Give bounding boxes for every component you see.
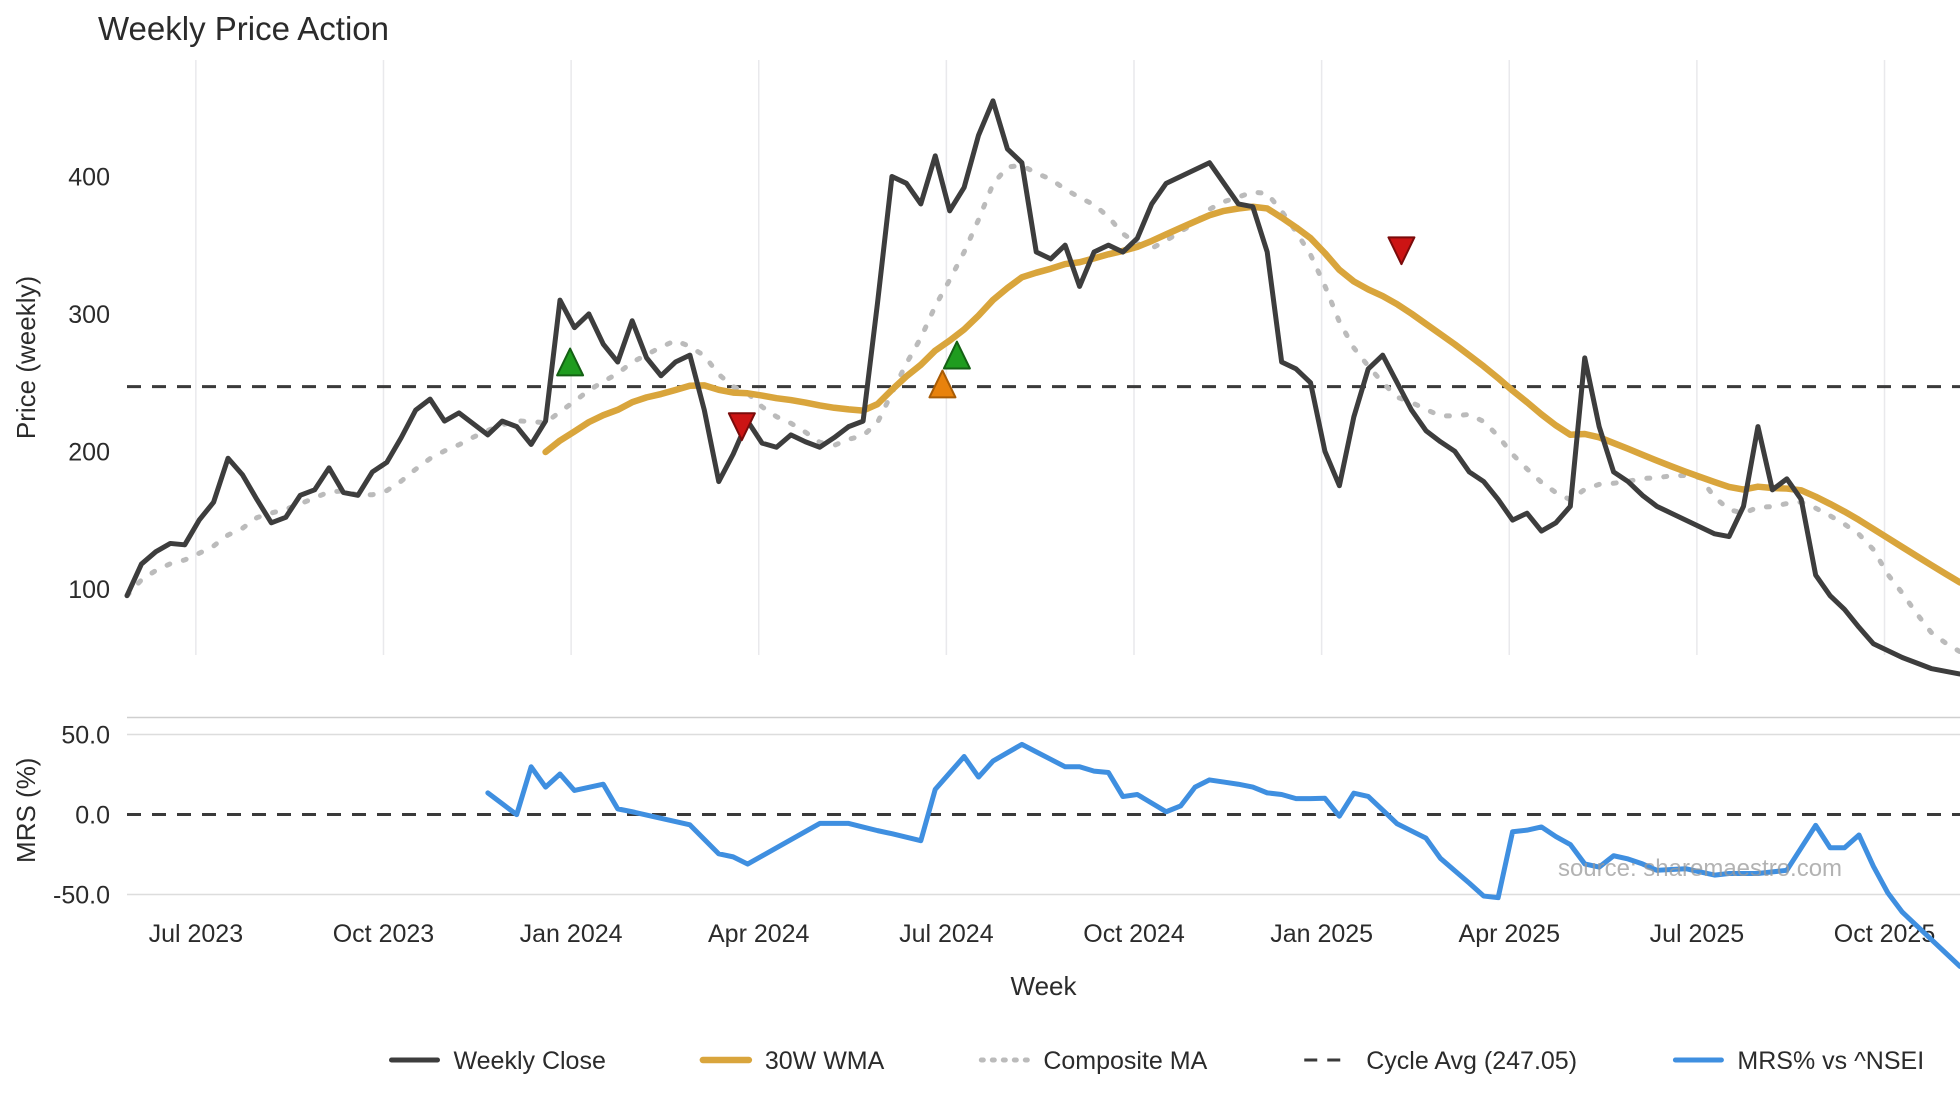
svg-text:Weekly Close: Weekly Close [454,1047,606,1075]
svg-text:Oct 2023: Oct 2023 [333,920,434,948]
svg-text:Price (weekly): Price (weekly) [11,276,41,439]
svg-text:-50.0: -50.0 [53,881,110,909]
svg-text:Jul 2025: Jul 2025 [1650,920,1745,948]
svg-text:50.0: 50.0 [61,721,110,749]
svg-text:30W WMA: 30W WMA [765,1047,885,1075]
svg-text:MRS (%): MRS (%) [11,758,41,863]
svg-text:Week: Week [1011,971,1078,1001]
svg-text:0.0: 0.0 [75,801,110,829]
svg-text:300: 300 [68,301,110,329]
svg-text:MRS% vs ^NSEI: MRS% vs ^NSEI [1737,1047,1924,1075]
svg-text:Oct 2024: Oct 2024 [1083,920,1185,948]
svg-text:Cycle Avg (247.05): Cycle Avg (247.05) [1366,1047,1577,1075]
svg-text:Jan 2025: Jan 2025 [1270,920,1373,948]
svg-text:100: 100 [68,576,110,604]
svg-text:Composite MA: Composite MA [1043,1047,1207,1075]
svg-text:Jul 2024: Jul 2024 [899,920,994,948]
svg-text:Jul 2023: Jul 2023 [149,920,244,948]
svg-text:400: 400 [68,163,110,191]
svg-text:Apr 2025: Apr 2025 [1459,920,1560,948]
svg-text:Jan 2024: Jan 2024 [520,920,623,948]
svg-text:Oct 2025: Oct 2025 [1834,920,1935,948]
svg-text:200: 200 [68,438,110,466]
svg-text:source: sharemaestro.com: source: sharemaestro.com [1558,855,1842,882]
svg-text:Apr 2024: Apr 2024 [708,920,810,948]
